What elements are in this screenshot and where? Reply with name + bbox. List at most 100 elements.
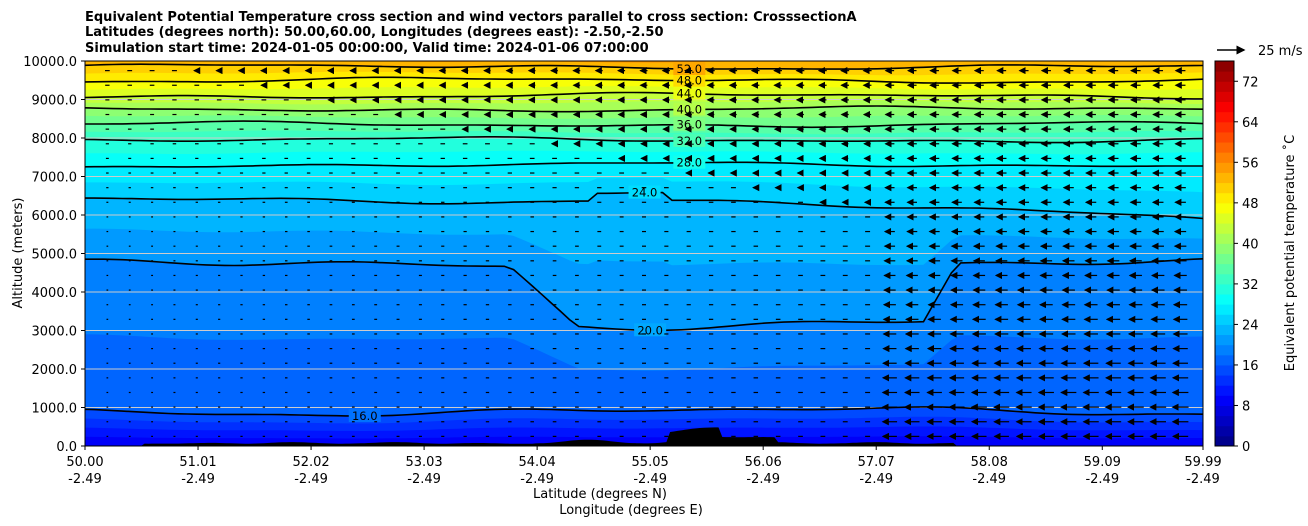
contour-label-bg (673, 155, 706, 169)
chart-title-line-2: Latitudes (degrees north): 50.00,60.00, … (85, 25, 664, 40)
colorbar-swatch (1215, 354, 1234, 366)
colorbar-swatch (1215, 152, 1234, 163)
x-tick-label-longitude: -2.49 (68, 472, 102, 487)
colorbar-swatch (1215, 71, 1234, 82)
colorbar-swatch (1215, 121, 1234, 133)
x-tick-label-longitude: -2.49 (746, 472, 780, 487)
y-tick-label: 7000.0 (32, 171, 78, 186)
colorbar-tick-label: 40 (1242, 237, 1259, 252)
x-tick-label-longitude: -2.49 (181, 472, 215, 487)
colorbar-swatch (1215, 223, 1234, 234)
colorbar-swatch (1215, 273, 1234, 285)
x-tick-label-latitude: 54.04 (519, 455, 556, 470)
x-tick-label-longitude: -2.49 (407, 472, 441, 487)
contour-line (85, 120, 1203, 129)
x-tick-label-longitude: -2.49 (633, 472, 667, 487)
x-tick-label-longitude: -2.49 (972, 472, 1006, 487)
colorbar-swatch (1215, 212, 1234, 224)
colorbar-swatch (1215, 81, 1234, 92)
colorbar-swatch (1215, 243, 1234, 254)
contour-label-bg (673, 117, 706, 131)
x-tick-label-longitude: -2.49 (1085, 472, 1119, 487)
contour-line (85, 161, 1203, 168)
contour-label: 40.0 (677, 102, 703, 116)
x-tick-label-latitude: 56.06 (745, 455, 782, 470)
contour-label-bg (673, 86, 706, 100)
colorbar-tick-label: 32 (1242, 278, 1259, 293)
colorbar-swatch (1215, 304, 1234, 315)
contour-label-bg (634, 323, 667, 337)
colorbar-swatch (1215, 111, 1234, 123)
colorbar-swatch (1215, 101, 1234, 113)
colorbar-tick-label: 24 (1242, 318, 1259, 333)
colorbar-swatch (1215, 182, 1234, 194)
x-tick-label-latitude: 53.03 (405, 455, 442, 470)
contour-label: 32.0 (677, 134, 703, 148)
colorbar-swatch (1215, 294, 1234, 305)
x-tick-label-latitude: 51.01 (179, 455, 216, 470)
colorbar-tick-label: 16 (1242, 359, 1259, 374)
x-tick-label-longitude: -2.49 (1186, 472, 1220, 487)
y-tick-label: 4000.0 (32, 286, 78, 301)
colorbar-swatch (1215, 314, 1234, 325)
colorbar-swatch (1215, 405, 1234, 417)
colorbar-swatch (1215, 415, 1234, 427)
y-tick-label: 10000.0 (23, 55, 77, 70)
x-tick-label-latitude: 59.99 (1184, 455, 1221, 470)
x-tick-label-latitude: 59.09 (1084, 455, 1121, 470)
contour-label: 16.0 (352, 409, 378, 423)
colorbar-swatch (1215, 61, 1234, 72)
colorbar-swatch (1215, 172, 1234, 184)
contour-label: 28.0 (677, 156, 703, 170)
x-tick-label-latitude: 52.02 (292, 455, 329, 470)
contour-label: 24.0 (632, 186, 658, 200)
y-tick-label: 3000.0 (32, 325, 78, 340)
colorbar-swatch (1215, 233, 1234, 244)
contour-line (85, 91, 1203, 100)
colorbar-swatch (1215, 283, 1234, 295)
colorbar-swatch (1215, 324, 1234, 336)
x-tick-label-latitude: 58.08 (971, 455, 1008, 470)
colorbar-tick-label: 48 (1242, 197, 1259, 212)
theta-e-band (85, 61, 1203, 63)
x-tick-label-latitude: 57.07 (858, 455, 895, 470)
colorbar-swatch (1215, 395, 1234, 406)
y-tick-label: 2000.0 (32, 363, 78, 378)
contour-label-bg (628, 185, 661, 199)
contour-label: 56.0 (677, 48, 703, 62)
colorbar-swatch (1215, 263, 1234, 275)
colorbar-swatch (1215, 425, 1234, 437)
wind-key-label: 25 m/s (1258, 44, 1303, 59)
colorbar-swatch (1215, 253, 1234, 265)
contour-label-bg (673, 73, 706, 87)
contour-line (85, 406, 1203, 417)
y-tick-label: 8000.0 (32, 132, 78, 147)
colorbar-swatch (1215, 364, 1234, 376)
colorbar: 0 8 16 24 32 40 48 56 64 72 (1214, 60, 1259, 455)
contour-label-bg (673, 102, 706, 116)
colorbar-tick-label: 56 (1242, 156, 1259, 171)
x-axis-label-longitude: Longitude (degrees E) (559, 503, 703, 518)
y-axis-label: Altitude (meters) (11, 198, 26, 309)
y-tick-label: 1000.0 (32, 402, 78, 417)
y-tick-label: 9000.0 (32, 94, 78, 109)
colorbar-swatch (1215, 385, 1234, 396)
contour-label: 44.0 (677, 87, 703, 101)
x-axis-label-latitude: Latitude (degrees N) (533, 487, 667, 502)
y-tick-label: 5000.0 (32, 248, 78, 263)
colorbar-label: Equivalent potential temperature ˚C (1282, 135, 1298, 371)
colorbar-swatch (1215, 131, 1234, 143)
colorbar-swatch (1215, 91, 1234, 103)
colorbar-tick-label: 72 (1242, 75, 1259, 90)
contour-line (85, 105, 1203, 113)
colorbar-tick-label: 0 (1242, 440, 1250, 455)
contour-line (85, 76, 1203, 84)
colorbar-tick-label: 64 (1242, 116, 1259, 131)
y-tick-label: 6000.0 (32, 209, 78, 224)
terrain (85, 427, 1203, 446)
colorbar-swatch (1215, 202, 1234, 214)
x-tick-label-latitude: 50.00 (66, 455, 103, 470)
colorbar-swatch (1215, 334, 1234, 346)
chart-title-line-3: Simulation start time: 2024-01-05 00:00:… (85, 41, 649, 56)
